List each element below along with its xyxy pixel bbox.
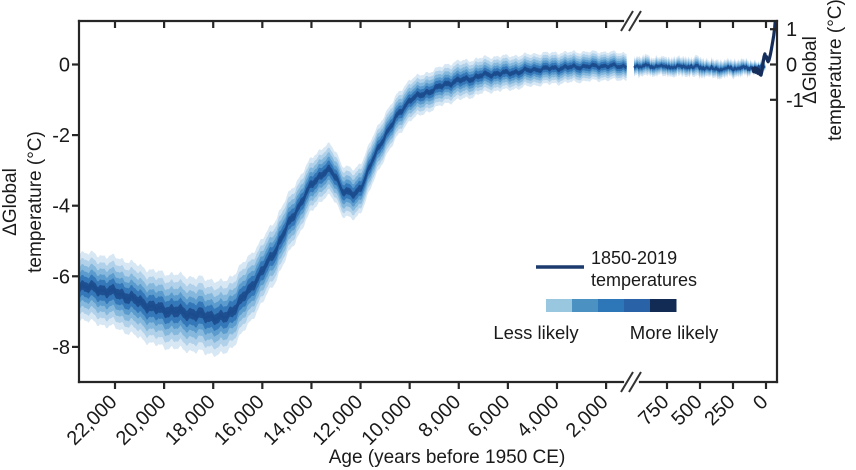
y-tick-label-left: -6 (52, 266, 70, 288)
y-tick-label-left: 0 (59, 55, 70, 77)
y-axis-title-right-line2: temperature (°C) (825, 0, 846, 141)
x-tick-label: 6,000 (463, 391, 514, 442)
likelihood-colorbar (546, 299, 677, 312)
x-tick-label: 2,000 (562, 391, 613, 442)
median-line (78, 63, 766, 321)
axis-break-slash (628, 371, 642, 393)
axis-break-slash (620, 10, 634, 32)
legend-series-label-line1: 1850-2019 (591, 248, 677, 268)
x-tick-label: 12,000 (308, 391, 367, 450)
y-axis-title-left-line2: temperature (°C) (25, 131, 46, 273)
y-tick-label-left: -8 (52, 337, 70, 359)
y-tick-label-left: -2 (52, 125, 70, 147)
legend-series-label-line2: temperatures (591, 270, 697, 290)
x-tick-label: 8,000 (414, 391, 465, 442)
y-tick-label-left: -4 (52, 196, 70, 218)
x-tick-label: 500 (667, 391, 706, 430)
x-tick-label: 20,000 (112, 391, 171, 450)
x-tick-label: 750 (634, 391, 673, 430)
colorbar-cell-0 (546, 299, 573, 312)
y-tick-label-right: -1 (786, 90, 804, 112)
axis-break-slash (620, 371, 634, 393)
median-path-recent (633, 63, 766, 72)
x-tick-label: 4,000 (513, 391, 564, 442)
x-axis-title: Age (years before 1950 CE) (329, 447, 566, 468)
colorbar-more-label: More likely (630, 322, 719, 343)
x-tick-label: 250 (700, 391, 739, 430)
colorbar-cell-3 (624, 299, 651, 312)
instrumental-line (751, 21, 777, 77)
instrumental-path (751, 21, 777, 77)
colorbar-less-label: Less likely (493, 322, 579, 343)
colorbar-cell-1 (572, 299, 599, 312)
y-tick-label-right: 1 (786, 19, 797, 41)
x-tick-label: 0 (749, 391, 772, 414)
colorbar-cell-4 (650, 299, 677, 312)
y-axis-title-right-line1: ΔGlobal (800, 36, 821, 104)
x-tick-label: 22,000 (63, 391, 122, 450)
median-path-main (78, 63, 628, 321)
y-tick-label-right: 0 (786, 55, 797, 77)
y-axis-title-left-line1: ΔGlobal (0, 168, 21, 236)
x-tick-label: 10,000 (357, 391, 416, 450)
legend: 1850-2019 temperatures Less likely More … (493, 248, 719, 343)
x-tick-label: 18,000 (161, 391, 220, 450)
x-tick-label: 16,000 (210, 391, 269, 450)
x-tick-label: 14,000 (259, 391, 318, 450)
axes (72, 10, 779, 393)
colorbar-cell-2 (598, 299, 625, 312)
axis-break-slash (628, 10, 642, 32)
